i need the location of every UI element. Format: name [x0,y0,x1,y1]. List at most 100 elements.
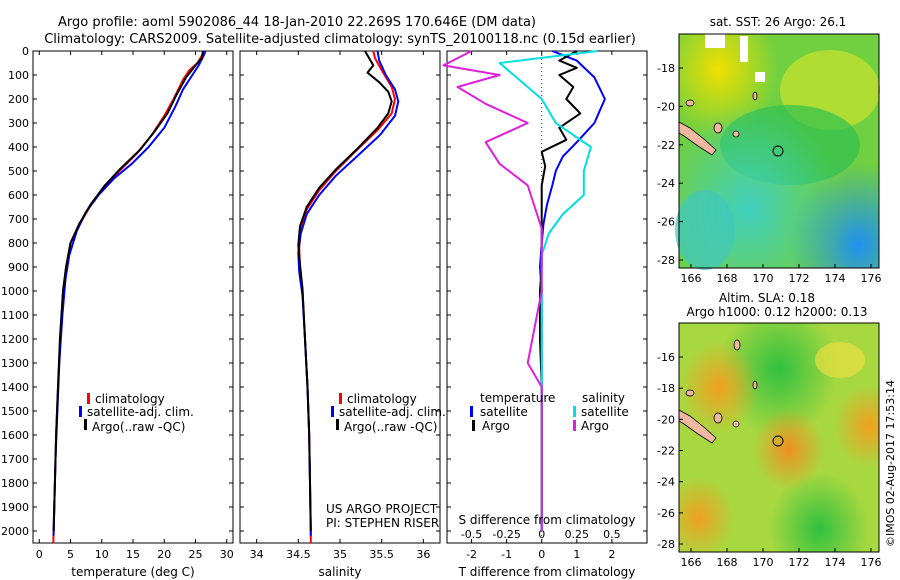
panel-salinity-frame [239,50,441,544]
x-tick-label: 10 [95,548,109,561]
map-bottom [678,322,880,553]
s-tick-label: -0.5 [461,528,482,541]
map-x-tick-label: 172 [789,272,810,285]
legend-label-satellite: satellite-adj. clim. [339,405,446,419]
project-annotation: US ARGO PROJECT [326,502,438,516]
depth-tick-label: 500 [8,165,29,178]
legend-swatch-argo [336,419,339,430]
legend-label-satellite: satellite-adj. clim. [87,405,194,419]
difference-xlabel: T difference from climatology [458,565,636,579]
legend-label-s-argo: Argo [581,419,609,433]
map-y-tick-label: -28 [657,254,675,267]
series-line-climatology [52,50,205,544]
legend-header-temperature: temperature [480,391,555,405]
map-top-cloud-2 [740,36,748,62]
depth-tick-label: 1500 [1,405,29,418]
map-y-tick-label: -28 [657,538,675,551]
map-bottom-island-4 [733,339,741,351]
legend-label-argo: Argo(..raw -QC) [92,420,185,434]
depth-tick-label: 1000 [1,285,29,298]
legend-label-argo: Argo(..raw -QC) [344,420,437,434]
legend-swatch-t-argo [472,420,475,431]
series-line-t-argo [539,50,582,531]
imos-stamp: ©IMOS 02-Aug-2017 17:53:14 [884,380,897,547]
map-bottom-frame [678,322,880,553]
panel-difference: -2 -1 0 1 2 -0.5 -0.25 0 0.25 0.5 [442,50,647,561]
map-x-tick-label: 166 [681,556,702,569]
map-bottom-yellow-patch [815,342,865,378]
map-y-tick-label: -26 [657,216,675,229]
depth-axis: 0 100 200 300 400 500 600 700 800 900 1000 1100 1200… [1,45,29,538]
legend-header-salinity: salinity [582,391,625,405]
map-x-tick-label: 174 [825,556,846,569]
legend-label-t-satellite: satellite [480,405,528,419]
x-tick-label: 5 [67,548,74,561]
map-top [675,33,880,270]
difference-xlabel-top: S difference from climatology [459,513,636,527]
x-tick-label: 34 [250,548,264,561]
s-tick-label: -0.25 [492,528,520,541]
x-tick-label: -1 [501,548,512,561]
depth-tick-label: 1400 [1,381,29,394]
map-y-tick-label: -26 [657,507,675,520]
series-line-t-satellite [539,50,606,531]
depth-tick-label: 1900 [1,501,29,514]
depth-tick-label: 100 [8,69,29,82]
map-x-tick-label: 172 [789,556,810,569]
map-top-island-2 [713,122,723,134]
header-line2: Climatology: CARS2009. Satellite-adjuste… [44,32,636,47]
depth-tick-label: 2000 [1,525,29,538]
legend-swatch-satellite [79,406,82,417]
x-tick-label: 35.5 [369,548,394,561]
legend-swatch-argo [84,419,87,430]
map-top-title: sat. SST: 26 Argo: 26.1 [710,15,847,29]
s-tick-label: 0.25 [565,528,590,541]
map-x-tick-label: 170 [753,556,774,569]
map-x-tick-label: 174 [825,272,846,285]
salinity-legend: climatology satellite-adj. clim. Argo(..… [326,392,446,530]
x-tick-label: 30 [220,548,234,561]
depth-tick-label: 400 [8,141,29,154]
map-bottom-title2: Argo h1000: 0.12 h2000: 0.13 [687,305,868,319]
depth-tick-label: 600 [8,189,29,202]
x-tick-label: -2 [466,548,477,561]
map-bottom-title1: Altim. SLA: 0.18 [719,291,815,305]
map-bottom-land-new-caledonia [678,409,717,444]
map-top-frame [678,33,880,269]
map-y-tick-label: -20 [657,413,675,426]
map-y-tick-label: -22 [657,139,675,152]
map-y-tick-label: -24 [657,476,675,489]
salinity-xlabel: salinity [318,565,361,579]
map-top-cloud-3 [755,72,765,82]
map-top-island-1 [685,99,695,107]
depth-tick-label: 800 [8,237,29,250]
map-y-tick-label: -18 [657,62,675,75]
depth-tick-label: 1700 [1,453,29,466]
temperature-legend: climatology satellite-adj. clim. Argo(..… [79,392,194,434]
panel-salinity: 34 34.5 35 35.5 36 [240,50,440,561]
map-bottom-island-2 [713,412,723,424]
map-y-tick-label: -16 [657,351,675,364]
depth-tick-label: 1200 [1,333,29,346]
series-line-s-satellite [498,50,599,531]
map-top-land-new-caledonia [678,121,717,156]
legend-label-s-satellite: satellite [581,405,629,419]
legend-swatch-t-satellite [470,406,473,417]
map-bottom-axes: 166 168 170 172 174 176 -16 -18 -20 -22 -24 -26 -28 [657,351,881,569]
map-y-tick-label: -20 [657,100,675,113]
s-tick-label: 0.5 [603,528,621,541]
map-top-island-4 [752,91,758,101]
map-bottom-island-5 [752,380,758,390]
map-top-axes: 166 168 170 172 174 176 -18 -20 -22 -24 -26 -28 [657,62,881,285]
map-y-tick-label: -24 [657,177,675,190]
depth-tick-label: 900 [8,261,29,274]
header-line1: Argo profile: aoml 5902086_44 18-Jan-201… [58,15,536,30]
map-bottom-island-1 [685,389,695,397]
depth-tick-label: 0 [22,45,29,58]
x-tick-label: 1 [573,548,580,561]
panel-temperature: 0 5 10 15 20 25 30 [33,50,234,561]
depth-tick-label: 300 [8,117,29,130]
x-tick-label: 35 [333,548,347,561]
legend-label-climatology: climatology [347,392,417,406]
x-tick-label: 36 [416,548,430,561]
